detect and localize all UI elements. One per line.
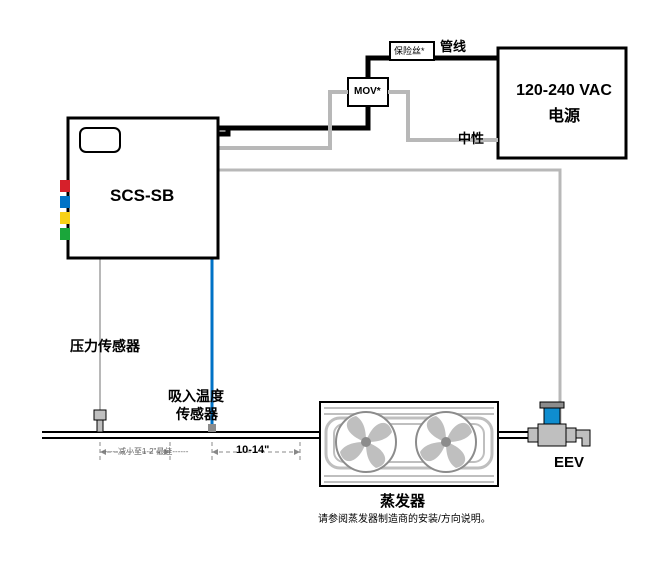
diagram-stage: 管线 保险丝* MOV* 中性 120-240 VAC 电源 SCS-SB 压力… [0, 0, 646, 576]
wire-line-b [368, 58, 390, 78]
label-evap: 蒸发器 [380, 490, 425, 511]
wire-to-eev [218, 170, 560, 432]
controller-display [80, 128, 120, 152]
tab-red [60, 180, 70, 192]
label-pressure: 压力传感器 [70, 336, 140, 356]
label-dim-b: 10-14" [236, 444, 269, 456]
temp-sensor-icon [208, 424, 216, 432]
label-controller: SCS-SB [110, 186, 174, 206]
label-power-2: 电源 [512, 102, 616, 126]
evaporator-icon [320, 402, 498, 486]
label-neutral: 中性 [458, 128, 484, 147]
label-fuse: 保险丝* [394, 44, 425, 57]
label-eev: EEV [554, 454, 584, 471]
tab-blue [60, 196, 70, 208]
label-line-in: 管线 [440, 36, 466, 55]
label-mov: MOV* [354, 86, 381, 97]
label-temp-1: 吸入温度 [168, 386, 224, 406]
tab-green [60, 228, 70, 240]
wire-neutral-b [218, 92, 348, 148]
tab-yellow [60, 212, 70, 224]
eev-icon [528, 402, 590, 446]
label-dim-a: ------减小至1-2"最佳------ [102, 446, 188, 457]
pressure-sensor-icon [94, 410, 106, 432]
wire-line-main [218, 106, 368, 128]
label-temp-2: 传感器 [176, 404, 218, 424]
wire-line-a [434, 58, 498, 60]
label-evap-note: 请参阅蒸发器制造商的安装/方向说明。 [318, 510, 491, 525]
label-power-1: 120-240 VAC [512, 82, 616, 100]
